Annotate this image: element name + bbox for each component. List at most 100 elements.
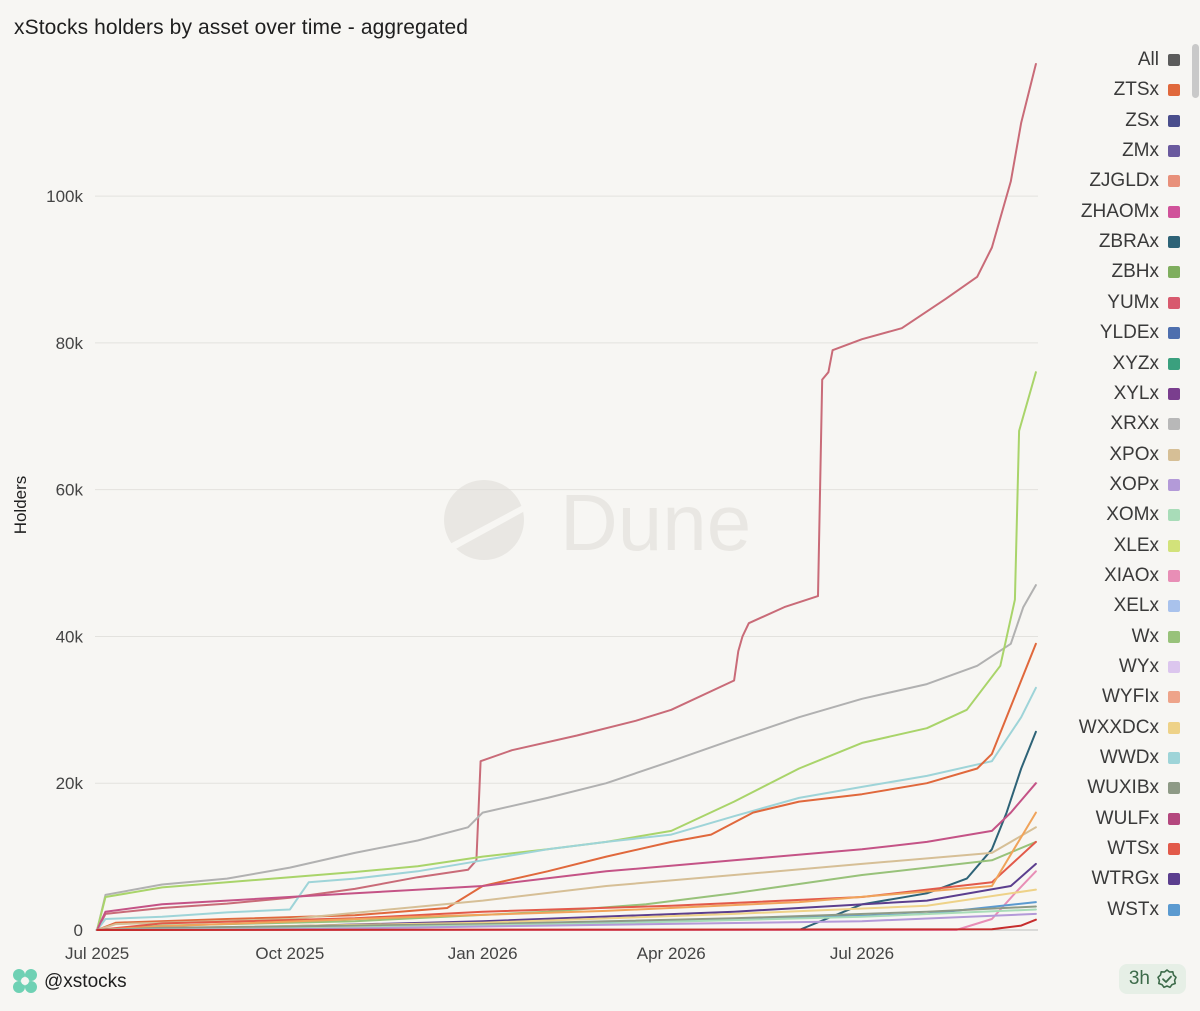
legend-item[interactable]: XOPx xyxy=(1109,473,1180,497)
legend-item[interactable]: All xyxy=(1138,48,1180,72)
legend-label: XPOx xyxy=(1109,443,1159,465)
legend-swatch xyxy=(1168,812,1180,825)
xstocks-logo-icon xyxy=(13,969,37,993)
series-layer xyxy=(96,63,1037,931)
legend-item[interactable]: WULFx xyxy=(1096,807,1180,831)
series-line xyxy=(96,642,1037,931)
legend-label: WULFx xyxy=(1095,807,1159,829)
legend-item[interactable]: WUXIBx xyxy=(1087,776,1180,800)
series-line xyxy=(96,584,1037,931)
series-line xyxy=(96,686,1037,931)
legend-swatch xyxy=(1168,175,1180,188)
x-tick-label: Apr 2026 xyxy=(637,944,706,963)
legend-swatch xyxy=(1168,266,1180,279)
legend-item[interactable]: YUMx xyxy=(1107,291,1180,315)
legend-label: ZBHx xyxy=(1111,261,1160,283)
legend-swatch xyxy=(1168,387,1180,400)
legend-label: ZJGLDx xyxy=(1089,170,1159,192)
legend-label: All xyxy=(1137,49,1159,70)
legend-item[interactable]: XRXx xyxy=(1110,412,1180,436)
series-line xyxy=(96,63,1037,931)
legend-item[interactable]: XPOx xyxy=(1109,443,1180,467)
legend-label: WTRGx xyxy=(1091,868,1159,890)
legend-label: XELx xyxy=(1113,595,1159,617)
series-line xyxy=(96,371,1037,931)
y-tick-label: 60k xyxy=(56,481,84,500)
legend-label: Wx xyxy=(1131,625,1159,647)
legend-swatch xyxy=(1168,236,1180,249)
legend-swatch xyxy=(1168,600,1180,613)
legend-item[interactable]: YLDEx xyxy=(1100,321,1180,345)
legend-swatch xyxy=(1168,54,1180,66)
legend-label: WWDx xyxy=(1099,747,1159,769)
legend-swatch xyxy=(1168,903,1180,916)
legend-label: ZTSx xyxy=(1113,79,1159,101)
refresh-badge[interactable]: 3h xyxy=(1118,964,1186,994)
legend-item[interactable]: ZMx xyxy=(1122,139,1180,163)
legend-item[interactable]: ZBRAx xyxy=(1099,230,1180,254)
legend-label: WYFIx xyxy=(1102,686,1159,708)
series-line xyxy=(96,840,1037,931)
legend-swatch xyxy=(1168,721,1180,734)
refresh-time: 3h xyxy=(1128,968,1150,989)
series-line xyxy=(96,918,1037,931)
legend-item[interactable]: XOMx xyxy=(1106,503,1180,527)
legend-item[interactable]: Wx xyxy=(1132,625,1180,649)
legend-swatch xyxy=(1168,630,1180,643)
legend-label: WTSx xyxy=(1107,838,1159,860)
legend-label: ZHAOMx xyxy=(1080,200,1159,222)
watermark-text: Dune xyxy=(560,478,751,567)
dune-watermark: Dune xyxy=(444,478,751,567)
series-line xyxy=(96,782,1037,931)
legend-swatch xyxy=(1168,205,1180,218)
legend-item[interactable]: WYFIx xyxy=(1102,685,1180,709)
legend-swatch xyxy=(1168,418,1180,431)
x-tick-label: Oct 2025 xyxy=(255,944,324,963)
legend-item[interactable]: XYLx xyxy=(1114,382,1180,406)
legend-swatch xyxy=(1168,539,1180,552)
legend-swatch xyxy=(1168,448,1180,461)
axis-layer: 0 20k 40k 60k 80k 100k Jul 2025 Oct 2025 Jan 202… xyxy=(46,187,894,963)
legend-label: ZSx xyxy=(1125,109,1159,131)
legend-scrollbar[interactable] xyxy=(1192,44,1199,98)
legend-label: YLDEx xyxy=(1099,322,1159,344)
legend-swatch xyxy=(1168,145,1180,158)
legend-swatch xyxy=(1168,478,1180,491)
legend-item[interactable]: WWDx xyxy=(1100,746,1180,770)
y-tick-label: 20k xyxy=(56,774,84,793)
legend-item[interactable]: WXXDCx xyxy=(1079,716,1180,740)
legend-swatch xyxy=(1168,782,1180,795)
legend-label: XOMx xyxy=(1106,504,1159,526)
legend-item[interactable]: ZBHx xyxy=(1111,260,1180,284)
legend-label: XRXx xyxy=(1110,413,1159,435)
legend-item[interactable]: XIAOx xyxy=(1104,564,1180,588)
legend-label: XOPx xyxy=(1109,473,1159,495)
legend-label: XIAOx xyxy=(1104,564,1159,586)
legend-item[interactable]: ZSx xyxy=(1125,109,1180,133)
x-tick-label: Jul 2026 xyxy=(830,944,894,963)
legend-item[interactable]: WTSx xyxy=(1107,837,1180,861)
legend-label: WUXIBx xyxy=(1087,777,1159,799)
legend-item[interactable]: ZHAOMx xyxy=(1081,200,1180,224)
legend-label: XYLx xyxy=(1113,382,1159,404)
legend-swatch xyxy=(1168,296,1180,309)
series-line xyxy=(96,840,1037,931)
footer-handle[interactable]: @xstocks xyxy=(44,971,127,992)
y-axis-title: Holders xyxy=(11,476,30,535)
legend-label: WXXDCx xyxy=(1078,716,1159,738)
legend-item[interactable]: WSTx xyxy=(1107,898,1180,922)
legend-item[interactable]: WYx xyxy=(1119,655,1180,679)
legend-item[interactable]: XELx xyxy=(1114,594,1180,618)
legend-item[interactable]: XLEx xyxy=(1114,534,1180,558)
series-line xyxy=(96,811,1037,931)
legend-item[interactable]: ZJGLDx xyxy=(1089,169,1180,193)
legend-item[interactable]: ZTSx xyxy=(1114,78,1180,102)
legend-label: ZBRAx xyxy=(1098,231,1159,253)
legend-swatch xyxy=(1168,569,1180,582)
x-tick-label: Jul 2025 xyxy=(65,944,129,963)
legend-item[interactable]: XYZx xyxy=(1113,352,1180,376)
legend-swatch xyxy=(1168,661,1180,673)
legend-item[interactable]: WTRGx xyxy=(1091,867,1180,891)
legend-label: WSTx xyxy=(1107,898,1159,920)
